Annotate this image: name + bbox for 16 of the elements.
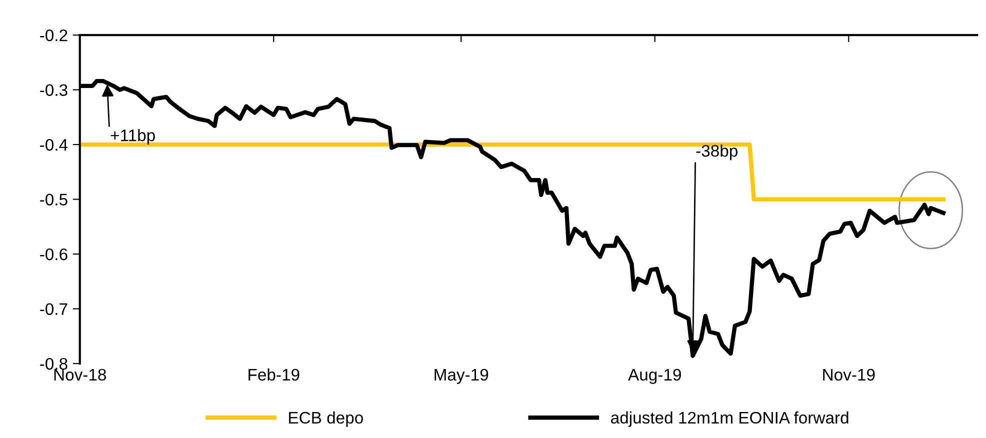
y-tick-label: -0.2 [40, 29, 68, 42]
annotation: +11bp [110, 129, 155, 145]
legend-label: adjusted 12m1m EONIA forward [611, 411, 848, 427]
y-tick-label: -0.5 [40, 194, 68, 206]
y-tick-label: -0.6 [40, 248, 68, 260]
y-tick-label: -0.4 [40, 138, 68, 151]
annotation: -38bp [696, 144, 738, 160]
x-tick-label: Nov-19 [823, 368, 875, 381]
x-tick-label: Nov-18 [54, 368, 106, 381]
legend-label: ECB depo [289, 411, 363, 427]
y-tick-label: -0.8 [40, 358, 68, 370]
y-tick-label: -0.7 [40, 303, 68, 315]
x-tick-label: May-19 [434, 368, 488, 384]
x-tick-label: Feb-19 [248, 368, 300, 381]
y-tick-label: -0.3 [40, 84, 68, 96]
x-tick-label: Aug-19 [628, 368, 681, 384]
